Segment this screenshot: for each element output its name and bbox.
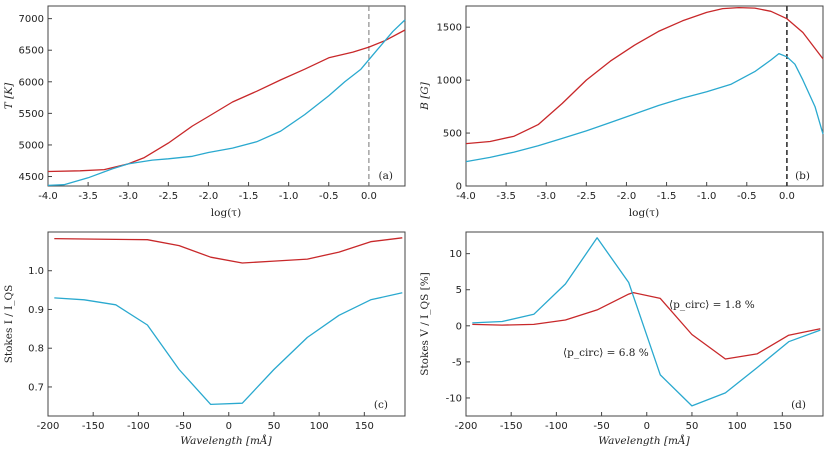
plot-frame-c: [47, 231, 406, 417]
series-d: [472, 237, 821, 407]
yticks-b: 0 500 1000 1500: [437, 23, 470, 193]
series-line-cyan: [47, 19, 406, 187]
x-axis-label-d: Wavelength [mÅ]: [598, 433, 690, 447]
xticks-c: -200 -150 -100 -50 0 50 100 150: [37, 412, 374, 432]
series-line-red: [47, 29, 406, 173]
series-b: [465, 6, 824, 186]
y-tick-label: 0: [456, 321, 462, 332]
x-axis-label-b: log(τ): [629, 207, 659, 219]
y-axis-label-c: Stokes I / I_QS: [3, 285, 15, 364]
x-tick-label: -50: [593, 421, 609, 432]
plot-frame-a: [47, 5, 406, 187]
panel-label-c: (c): [374, 399, 388, 411]
y-axis-label-d: Stokes V / I_QS [%]: [419, 272, 431, 376]
xticks-b: -4.0 -3.5 -3.0 -2.5 -2.0 -1.5 -1.0 -0.5 0.0: [456, 182, 795, 202]
x-tick-label: -3.0: [536, 191, 556, 202]
xticks-d: -200 -150 -100 -50 0 50 100 150: [455, 412, 792, 432]
x-tick-label: 100: [310, 421, 329, 432]
x-tick-label: 0.0: [361, 191, 377, 202]
y-tick-label: 5: [456, 285, 462, 296]
panel-label-d: (d): [791, 399, 806, 411]
panel-label-b: (b): [795, 170, 810, 182]
y-tick-label: 0.8: [28, 344, 44, 355]
y-tick-label: 7000: [19, 14, 44, 25]
x-tick-label: -2.5: [577, 191, 597, 202]
x-tick-label: -4.0: [456, 191, 476, 202]
x-tick-label: -2.0: [199, 191, 219, 202]
xticks-a: -4.0 -3.5 -3.0 -2.5 -2.0 -1.5 -1.0 -0.5 0.0: [38, 182, 377, 202]
y-tick-label: -10: [446, 393, 462, 404]
x-axis-label-c: Wavelength [mÅ]: [180, 433, 272, 447]
y-axis-label-b: B [G]: [419, 81, 431, 111]
x-tick-label: 50: [268, 421, 281, 432]
series-line-red: [472, 291, 821, 360]
panel-a: -4.0 -3.5 -3.0 -2.5 -2.0 -1.5 -1.0 -0.5 0.0 4500…: [3, 5, 406, 219]
yticks-d: -10 -5 0 5 10: [446, 249, 470, 404]
x-tick-label: -150: [82, 421, 105, 432]
y-tick-label: 0.9: [28, 305, 44, 316]
series-c: [54, 237, 403, 406]
y-tick-label: 1500: [437, 23, 462, 34]
x-tick-label: 0: [226, 421, 232, 432]
series-line-cyan: [472, 237, 821, 407]
x-tick-label: -2.0: [617, 191, 637, 202]
x-tick-label: -200: [455, 421, 478, 432]
x-tick-label: -4.0: [38, 191, 58, 202]
y-tick-label: 6000: [19, 77, 44, 88]
y-tick-label: 0: [456, 182, 462, 193]
x-tick-label: -3.5: [78, 191, 98, 202]
y-tick-label: 1.0: [28, 266, 44, 277]
y-tick-label: 0.7: [28, 382, 44, 393]
annotation-cyan: ⟨p_circ⟩ = 6.8 %: [563, 347, 649, 359]
y-tick-label: 6500: [19, 46, 44, 57]
x-axis-label-a: log(τ): [211, 207, 241, 219]
x-tick-label: -3.0: [118, 191, 138, 202]
x-tick-label: 50: [686, 421, 699, 432]
x-tick-label: 150: [355, 421, 374, 432]
x-tick-label: -2.5: [159, 191, 179, 202]
y-axis-label-a: T [K]: [3, 82, 15, 109]
x-tick-label: -3.5: [496, 191, 516, 202]
series-line-red: [465, 6, 824, 145]
yticks-c: 0.7 0.8 0.9 1.0: [28, 266, 52, 393]
x-tick-label: -100: [545, 421, 568, 432]
y-tick-label: -5: [452, 357, 462, 368]
plot-frame-b: [465, 5, 824, 187]
yticks-a: 4500 5000 5500 6000 6500 7000: [19, 14, 52, 183]
series-line-cyan: [54, 292, 403, 406]
series-a: [47, 6, 406, 187]
y-tick-label: 10: [449, 249, 462, 260]
y-tick-label: 4500: [19, 172, 44, 183]
series-line-cyan: [465, 52, 824, 163]
x-tick-label: 0: [644, 421, 650, 432]
y-tick-label: 5500: [19, 109, 44, 120]
x-tick-label: -1.0: [697, 191, 717, 202]
x-tick-label: -100: [127, 421, 150, 432]
y-tick-label: 500: [443, 129, 462, 140]
panel-c: -200 -150 -100 -50 0 50 100 150 0.7 0.8 0.9 1.0 Wa…: [3, 231, 406, 447]
series-line-red: [54, 237, 403, 264]
x-tick-label: -150: [500, 421, 523, 432]
x-tick-label: -50: [175, 421, 191, 432]
x-tick-label: -1.5: [239, 191, 259, 202]
x-tick-label: -1.0: [279, 191, 299, 202]
x-tick-label: 100: [728, 421, 747, 432]
x-tick-label: 0.0: [779, 191, 795, 202]
plot-frame-d: [465, 231, 824, 417]
panel-b: -4.0 -3.5 -3.0 -2.5 -2.0 -1.5 -1.0 -0.5 0.0 0 500…: [419, 5, 824, 219]
panel-label-a: (a): [379, 170, 393, 182]
x-tick-label: -0.5: [319, 191, 339, 202]
x-tick-label: -1.5: [657, 191, 677, 202]
y-tick-label: 1000: [437, 76, 462, 87]
y-tick-label: 5000: [19, 140, 44, 151]
annotation-red: ⟨p_circ⟩ = 1.8 %: [669, 299, 755, 311]
x-tick-label: -200: [37, 421, 60, 432]
x-tick-label: -0.5: [737, 191, 757, 202]
x-tick-label: 150: [773, 421, 792, 432]
